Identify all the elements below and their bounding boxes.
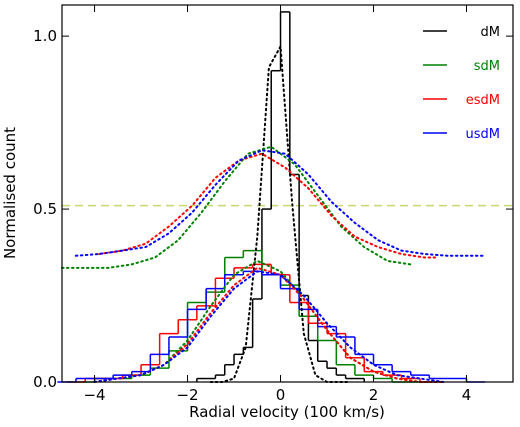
x-axis-label: Radial velocity (100 km/s): [189, 403, 385, 421]
fit-curve: [93, 270, 445, 383]
x-tick-label: 0: [276, 386, 286, 404]
legend-label: usdM: [466, 127, 500, 142]
legend-label: esdM: [466, 93, 500, 108]
y-tick-label: 0.0: [33, 373, 57, 391]
y-tick-label: 1.0: [33, 27, 57, 45]
y-axis-label: Normalised count: [1, 127, 19, 259]
x-tick-label: 2: [369, 386, 379, 404]
legend-label: dM: [481, 25, 500, 40]
x-tick-label: 4: [462, 386, 472, 404]
legend-label: sdM: [474, 59, 500, 74]
fit-curve: [61, 145, 412, 269]
fit-curve: [98, 152, 440, 259]
x-tick-label: −4: [83, 386, 105, 404]
plot-frame: [61, 4, 514, 383]
x-tick-label: −2: [176, 386, 198, 404]
fit-curve: [93, 259, 445, 383]
y-tick-label: 0.5: [33, 200, 57, 218]
fit-curve: [74, 149, 487, 257]
